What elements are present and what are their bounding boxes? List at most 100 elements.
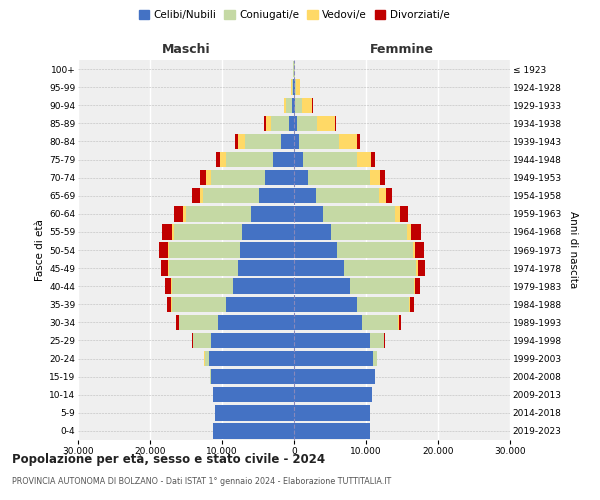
Y-axis label: Anni di nascita: Anni di nascita — [568, 212, 578, 288]
Bar — [295, 80, 296, 95]
Bar — [218, 314, 294, 330]
Bar — [292, 98, 294, 113]
Bar — [186, 206, 251, 222]
Bar — [384, 333, 385, 348]
Text: Popolazione per età, sesso e stato civile - 2024: Popolazione per età, sesso e stato civil… — [12, 452, 325, 466]
Bar — [294, 206, 323, 222]
Text: Femmine: Femmine — [370, 44, 434, 57]
Y-axis label: Fasce di età: Fasce di età — [35, 219, 45, 281]
Bar — [183, 206, 186, 222]
Bar — [299, 134, 338, 149]
Bar — [294, 98, 295, 113]
Bar — [284, 98, 286, 113]
Bar — [200, 170, 206, 186]
Bar — [379, 188, 386, 204]
Bar — [286, 98, 292, 113]
Bar — [169, 260, 238, 276]
Bar — [296, 80, 300, 95]
Bar — [294, 296, 358, 312]
Bar — [335, 116, 336, 131]
Bar — [265, 170, 294, 186]
Bar — [415, 278, 419, 294]
Bar — [302, 152, 356, 167]
Bar — [294, 80, 295, 95]
Bar — [294, 242, 337, 258]
Bar — [350, 278, 413, 294]
Bar — [316, 188, 379, 204]
Legend: Celibi/Nubili, Coniugati/e, Vedovi/e, Divorziati/e: Celibi/Nubili, Coniugati/e, Vedovi/e, Di… — [134, 6, 454, 25]
Bar — [370, 170, 380, 186]
Bar — [294, 278, 350, 294]
Bar — [172, 296, 226, 312]
Bar — [415, 242, 424, 258]
Bar — [214, 424, 294, 438]
Bar — [172, 224, 174, 240]
Bar — [294, 170, 308, 186]
Bar — [220, 152, 226, 167]
Bar — [344, 260, 416, 276]
Bar — [399, 314, 401, 330]
Bar — [371, 152, 376, 167]
Bar — [416, 260, 418, 276]
Bar — [296, 116, 317, 131]
Bar — [233, 278, 294, 294]
Bar — [176, 314, 179, 330]
Bar — [294, 260, 344, 276]
Bar — [317, 116, 335, 131]
Bar — [407, 224, 410, 240]
Bar — [192, 333, 193, 348]
Bar — [226, 152, 273, 167]
Bar — [400, 206, 408, 222]
Bar — [238, 134, 245, 149]
Bar — [211, 333, 294, 348]
Bar — [418, 260, 425, 276]
Bar — [179, 314, 218, 330]
Bar — [266, 116, 271, 131]
Bar — [395, 206, 400, 222]
Bar — [356, 152, 371, 167]
Bar — [158, 242, 168, 258]
Bar — [294, 314, 362, 330]
Bar — [294, 116, 296, 131]
Bar — [211, 170, 265, 186]
Bar — [373, 351, 377, 366]
Bar — [337, 242, 413, 258]
Bar — [386, 188, 392, 204]
Bar — [294, 424, 370, 438]
Bar — [168, 242, 169, 258]
Bar — [162, 224, 172, 240]
Bar — [238, 260, 294, 276]
Bar — [171, 278, 172, 294]
Bar — [294, 405, 370, 420]
Bar — [242, 224, 294, 240]
Bar — [167, 296, 171, 312]
Bar — [215, 152, 220, 167]
Text: Maschi: Maschi — [161, 44, 211, 57]
Bar — [338, 134, 356, 149]
Bar — [169, 242, 240, 258]
Bar — [271, 116, 289, 131]
Bar — [161, 260, 169, 276]
Bar — [380, 170, 385, 186]
Bar — [200, 188, 203, 204]
Bar — [294, 188, 316, 204]
Bar — [259, 188, 294, 204]
Bar — [410, 296, 413, 312]
Bar — [214, 387, 294, 402]
Bar — [174, 224, 242, 240]
Bar — [413, 278, 415, 294]
Bar — [294, 134, 299, 149]
Bar — [410, 224, 421, 240]
Bar — [165, 278, 171, 294]
Bar — [203, 188, 259, 204]
Bar — [245, 134, 281, 149]
Bar — [235, 134, 238, 149]
Bar — [294, 152, 302, 167]
Bar — [308, 170, 370, 186]
Bar — [205, 351, 209, 366]
Bar — [293, 80, 294, 95]
Bar — [370, 333, 384, 348]
Bar — [294, 351, 373, 366]
Bar — [331, 224, 407, 240]
Bar — [294, 387, 372, 402]
